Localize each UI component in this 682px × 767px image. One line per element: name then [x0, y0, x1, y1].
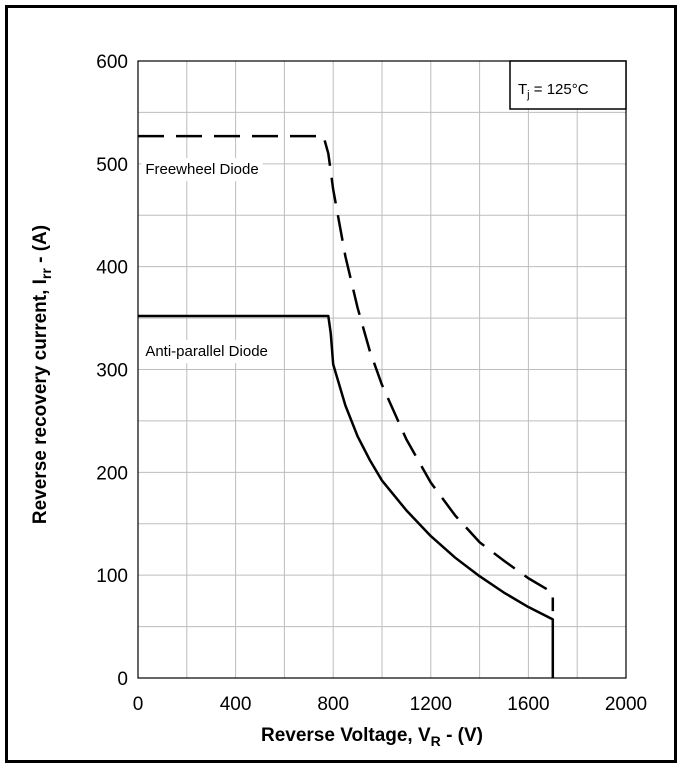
y-tick-label: 600: [96, 52, 128, 73]
y-axis-label: Reverse recovery current, Irr - (A): [30, 225, 54, 524]
x-tick-label: 1200: [410, 694, 452, 715]
series-line-freewheel: [138, 134, 555, 612]
x-tick-label: 400: [220, 694, 252, 715]
plot-area: [137, 60, 627, 679]
y-tick-label: 200: [96, 463, 128, 484]
grid: [138, 61, 626, 678]
x-tick-label: 2000: [605, 694, 647, 715]
condition-tail: = 125°C: [530, 81, 589, 98]
condition-box-frame: [509, 60, 627, 110]
y-tick-label: 100: [96, 566, 128, 587]
x-axis-label-main: Reverse Voltage, V: [261, 725, 431, 746]
x-tick-label: 1600: [507, 694, 549, 715]
y-tick-label: 300: [96, 361, 128, 382]
series-label-freewheel: Freewheel Diode: [145, 161, 258, 178]
y-tick-label: 500: [96, 155, 128, 176]
condition-sub: j: [526, 89, 529, 101]
x-axis-label-sub: R: [431, 733, 441, 749]
y-axis-label-main: Reverse recovery current, I: [30, 279, 51, 524]
series-layer: [138, 134, 555, 678]
condition-box: Tj = 125°C: [509, 60, 627, 110]
x-tick-label: 0: [133, 694, 144, 715]
x-axis-label: Reverse Voltage, VR - (V): [261, 725, 483, 749]
y-tick-label: 0: [117, 669, 128, 690]
tick-labels: 0 400 800 1200 1600 2000 0 100 200 300 400 500 600: [96, 52, 647, 715]
condition-label: Tj = 125°C: [518, 81, 589, 101]
reverse-recovery-chart: 0 400 800 1200 1600 2000 0 100 200 300 400 500 600 T…: [30, 52, 647, 749]
series-label-antiparallel: Anti-parallel Diode: [145, 343, 268, 360]
x-axis-label-tail: - (V): [441, 725, 483, 746]
label-antiparallel-background: [141, 340, 272, 364]
plot-border: [137, 60, 627, 679]
label-freewheel-background: [141, 158, 263, 182]
condition-main: T: [518, 81, 527, 98]
chart-frame: 0 400 800 1200 1600 2000 0 100 200 300 400 500 600 T…: [5, 5, 677, 763]
y-axis-label-tail: - (A): [30, 225, 51, 268]
y-tick-label: 400: [96, 258, 128, 279]
series-line-antiparallel: [138, 314, 555, 678]
y-axis-label-sub: rr: [38, 268, 54, 279]
x-tick-label: 800: [317, 694, 349, 715]
